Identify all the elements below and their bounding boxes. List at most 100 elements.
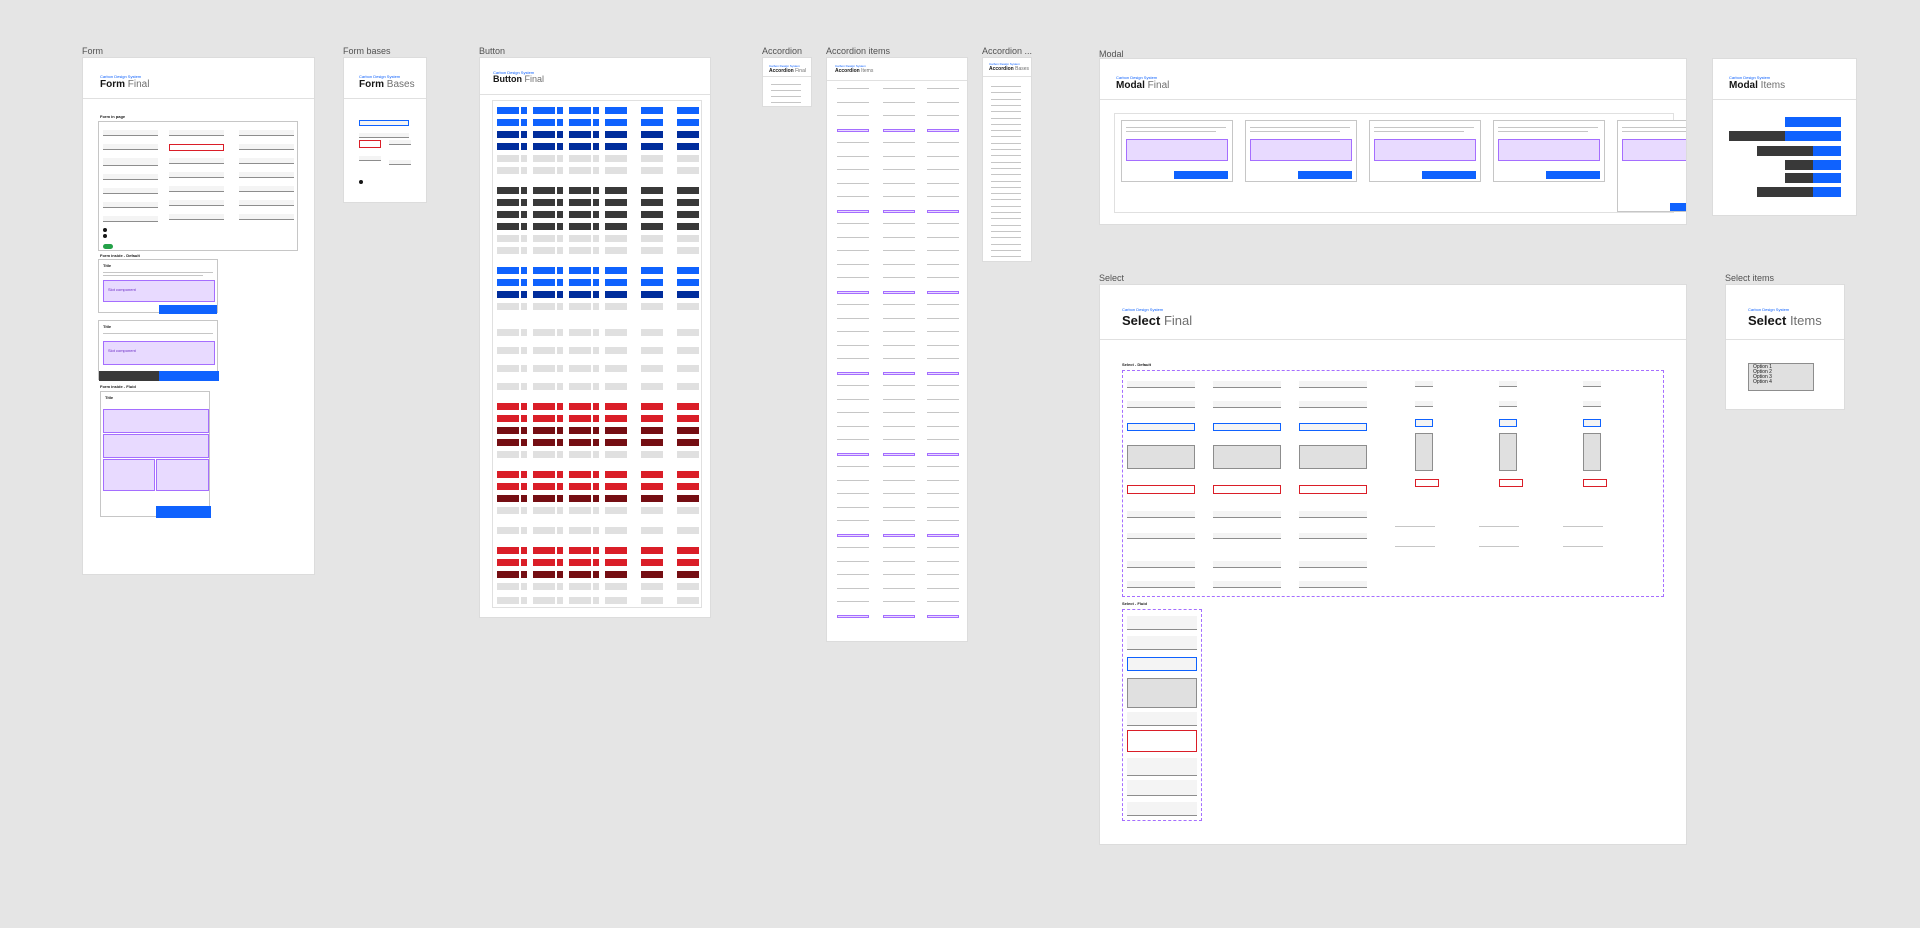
icon-button-thumb[interactable] bbox=[593, 583, 599, 590]
button-thumb[interactable] bbox=[605, 483, 627, 490]
select-field[interactable] bbox=[1127, 401, 1195, 408]
button-thumb[interactable] bbox=[605, 571, 627, 578]
button-thumb[interactable] bbox=[533, 583, 555, 590]
button-thumb[interactable] bbox=[497, 403, 519, 410]
icon-button-thumb[interactable] bbox=[593, 439, 599, 446]
icon-button-thumb[interactable] bbox=[593, 507, 599, 514]
fluid-select-selected[interactable] bbox=[1127, 780, 1197, 796]
icon-button-thumb[interactable] bbox=[557, 471, 563, 478]
icon-button-thumb[interactable] bbox=[593, 571, 599, 578]
button-thumb[interactable] bbox=[641, 347, 663, 354]
inline-select-dropdown[interactable] bbox=[1415, 433, 1433, 471]
primary-button[interactable] bbox=[1422, 171, 1476, 179]
icon-button-thumb[interactable] bbox=[521, 131, 527, 138]
icon-button-thumb[interactable] bbox=[557, 303, 563, 310]
fluid-select[interactable] bbox=[1127, 712, 1197, 726]
text-field[interactable] bbox=[239, 200, 294, 206]
select-open-dropdown[interactable] bbox=[1299, 445, 1367, 469]
secondary-button[interactable] bbox=[99, 371, 159, 381]
frame-modal[interactable]: Carbon Design System Modal Final bbox=[1099, 58, 1687, 225]
button-thumb[interactable] bbox=[605, 303, 627, 310]
accordion-item-line[interactable] bbox=[837, 614, 869, 618]
button-thumb[interactable] bbox=[605, 235, 627, 242]
icon-button-thumb[interactable] bbox=[557, 131, 563, 138]
accordion-item-line[interactable] bbox=[837, 452, 869, 456]
accordion-item-line[interactable] bbox=[883, 115, 915, 116]
button-thumb[interactable] bbox=[569, 403, 591, 410]
button-thumb[interactable] bbox=[605, 427, 627, 434]
button-thumb[interactable] bbox=[605, 143, 627, 150]
icon-button-thumb[interactable] bbox=[557, 403, 563, 410]
button-thumb[interactable] bbox=[497, 451, 519, 458]
button-thumb[interactable] bbox=[533, 483, 555, 490]
button-thumb[interactable] bbox=[497, 107, 519, 114]
text-field[interactable] bbox=[103, 174, 158, 180]
select-field-selected[interactable] bbox=[1213, 561, 1281, 568]
button-thumb[interactable] bbox=[497, 143, 519, 150]
button-thumb[interactable] bbox=[569, 107, 591, 114]
button-thumb[interactable] bbox=[677, 155, 699, 162]
accordion-item-line[interactable] bbox=[883, 128, 915, 132]
button-thumb[interactable] bbox=[677, 187, 699, 194]
button-thumb[interactable] bbox=[497, 507, 519, 514]
select-option[interactable]: Option 4 bbox=[1753, 379, 1772, 385]
accordion-item-line[interactable] bbox=[927, 358, 959, 359]
icon-button-thumb[interactable] bbox=[593, 303, 599, 310]
accordion-item-line[interactable] bbox=[883, 344, 915, 346]
accordion-item-line[interactable] bbox=[883, 169, 915, 170]
accordion-item-line[interactable] bbox=[927, 385, 959, 386]
accordion-item-line[interactable] bbox=[927, 196, 959, 197]
button-thumb[interactable] bbox=[533, 383, 555, 390]
frame-form[interactable]: Carbon Design System Form Final Form in … bbox=[82, 57, 315, 575]
button-thumb[interactable] bbox=[497, 383, 519, 390]
button-thumb[interactable] bbox=[569, 279, 591, 286]
button-thumb[interactable] bbox=[533, 267, 555, 274]
accordion-item-line[interactable] bbox=[837, 560, 869, 562]
accordion-item-line[interactable] bbox=[927, 439, 959, 440]
button-thumb[interactable] bbox=[641, 495, 663, 502]
button-thumb[interactable] bbox=[533, 223, 555, 230]
button-thumb[interactable] bbox=[497, 483, 519, 490]
button-thumb[interactable] bbox=[497, 303, 519, 310]
select-field-warning[interactable] bbox=[1213, 511, 1281, 518]
icon-button-thumb[interactable] bbox=[593, 451, 599, 458]
inline-select[interactable] bbox=[1415, 401, 1433, 407]
button-thumb[interactable] bbox=[641, 235, 663, 242]
button-thumb[interactable] bbox=[641, 199, 663, 206]
accordion-item-line[interactable] bbox=[837, 128, 869, 132]
button-thumb[interactable] bbox=[533, 167, 555, 174]
canvas-label-modal[interactable]: Modal bbox=[1099, 49, 1124, 59]
text-area[interactable] bbox=[103, 158, 158, 166]
accordion-item-line[interactable] bbox=[837, 182, 869, 184]
button-thumb[interactable] bbox=[533, 107, 555, 114]
icon-button-thumb[interactable] bbox=[521, 495, 527, 502]
accordion-item-line[interactable] bbox=[927, 601, 959, 602]
button-thumb[interactable] bbox=[533, 303, 555, 310]
icon-button-thumb[interactable] bbox=[521, 559, 527, 566]
button-thumb[interactable] bbox=[641, 119, 663, 126]
primary-button[interactable] bbox=[1785, 131, 1841, 141]
select-field-error[interactable] bbox=[1213, 485, 1281, 494]
button-thumb[interactable] bbox=[605, 107, 627, 114]
button-thumb[interactable] bbox=[677, 559, 699, 566]
accordion-item-line[interactable] bbox=[837, 236, 869, 238]
accordion-item-line[interactable] bbox=[927, 209, 959, 213]
text-field[interactable] bbox=[169, 186, 224, 192]
button-thumb[interactable] bbox=[677, 483, 699, 490]
icon-button-thumb[interactable] bbox=[521, 527, 527, 534]
button-thumb[interactable] bbox=[497, 211, 519, 218]
accordion-item-line[interactable] bbox=[883, 209, 915, 213]
button-thumb[interactable] bbox=[605, 155, 627, 162]
accordion-item-line[interactable] bbox=[837, 317, 869, 319]
button-thumb[interactable] bbox=[605, 119, 627, 126]
button-thumb[interactable] bbox=[497, 247, 519, 254]
icon-button-thumb[interactable] bbox=[593, 211, 599, 218]
icon-button-thumb[interactable] bbox=[557, 583, 563, 590]
button-thumb[interactable] bbox=[641, 547, 663, 554]
button-thumb[interactable] bbox=[569, 235, 591, 242]
accordion-item-line[interactable] bbox=[837, 223, 869, 224]
button-thumb[interactable] bbox=[569, 527, 591, 534]
icon-button-thumb[interactable] bbox=[557, 451, 563, 458]
button-thumb[interactable] bbox=[497, 267, 519, 274]
button-thumb[interactable] bbox=[605, 131, 627, 138]
